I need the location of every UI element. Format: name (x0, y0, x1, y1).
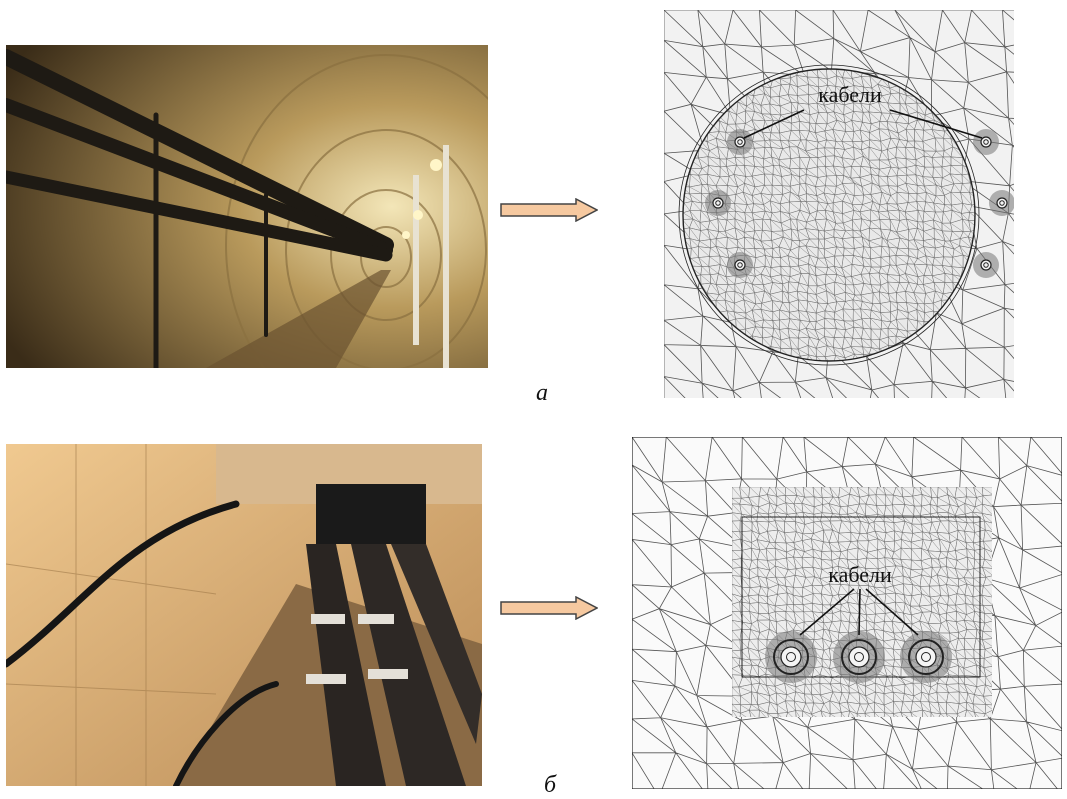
right-arrow-icon (500, 595, 599, 625)
right-arrow-icon (500, 197, 599, 227)
mesh-circular-tunnel: кабели (664, 10, 1014, 398)
cable-5 (727, 252, 753, 278)
row-a-letter: а (536, 380, 548, 406)
photo-trench-b (6, 444, 482, 786)
cable-4 (989, 190, 1014, 216)
cable-1 (765, 631, 817, 683)
photo-tunnel-a (6, 45, 488, 368)
cable-3 (900, 631, 952, 683)
mesh-rectangular-trench: кабели (632, 437, 1062, 789)
cable-2 (833, 631, 885, 683)
cable-6 (973, 252, 999, 278)
cable-2 (973, 129, 999, 155)
cables-label: кабели (818, 82, 882, 107)
cable-1 (727, 129, 753, 155)
cables-label: кабели (828, 562, 892, 587)
cable-3 (705, 190, 731, 216)
row-b-letter: б (544, 772, 557, 798)
